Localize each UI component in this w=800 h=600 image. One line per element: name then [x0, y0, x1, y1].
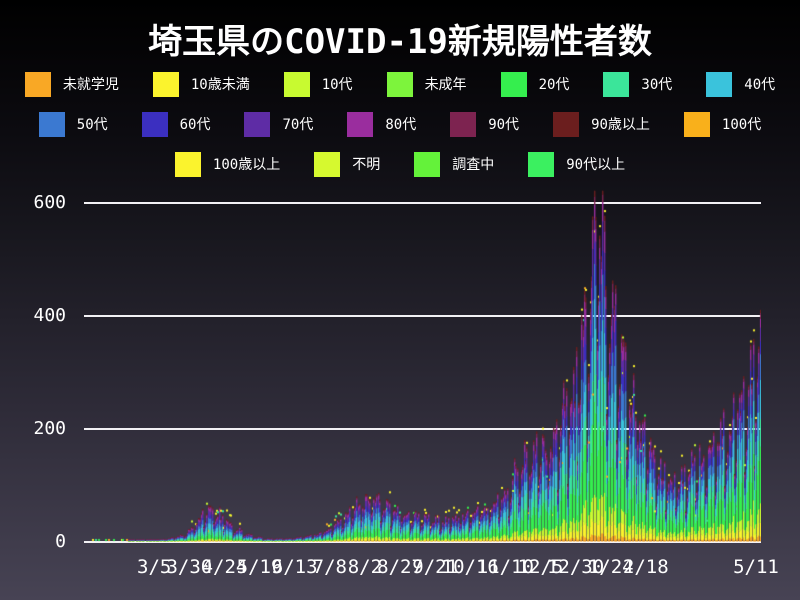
legend-item: 不明 [314, 151, 381, 177]
x-tick-label: 9/21 [412, 556, 459, 578]
x-tick-label: 4/24 [201, 556, 248, 578]
legend-swatch-icon [244, 111, 271, 137]
legend-swatch-icon [283, 71, 310, 97]
legend-label: 90歳以上 [591, 117, 650, 133]
legend-label: 30代 [641, 77, 673, 93]
legend-item: 80代 [347, 111, 417, 137]
legend-item: 10歳未満 [152, 71, 250, 97]
legend-swatch-icon [152, 71, 179, 97]
legend: 未就学児 10歳未満 10代 未成年 20代 30代 40代 50代 60代 70代 80代 90代 9… [0, 64, 800, 184]
legend-label: 80代 [385, 117, 417, 133]
legend-item: 90歳以上 [553, 111, 650, 137]
legend-item: 100代 [683, 111, 762, 137]
legend-swatch-icon [386, 71, 413, 97]
x-tick-label: 5/11 [733, 556, 779, 578]
legend-label: 20代 [538, 77, 570, 93]
gridline-0 [84, 541, 761, 543]
x-tick-label: 11/10 [476, 556, 534, 578]
x-tick-label: 7/8 [312, 556, 347, 578]
chart-title: 埼玉県のCOVID-19新規陽性者数 [148, 22, 652, 62]
legend-label: 10代 [321, 77, 353, 93]
legend-item: 60代 [141, 111, 211, 137]
legend-swatch-icon [38, 111, 65, 137]
legend-label: 40代 [744, 77, 776, 93]
legend-swatch-icon [414, 151, 441, 177]
legend-swatch-icon [314, 151, 341, 177]
legend-swatch-icon [500, 71, 527, 97]
x-tick-label: 3/5 [137, 556, 172, 578]
legend-item: 未成年 [386, 71, 467, 97]
legend-label: 50代 [76, 117, 108, 133]
legend-swatch-icon [683, 111, 710, 137]
legend-label: 60代 [179, 117, 211, 133]
x-tick-label: 2/18 [622, 556, 669, 578]
y-tick-label: 0 [55, 531, 66, 552]
legend-item: 10代 [283, 71, 353, 97]
legend-swatch-icon [347, 111, 374, 137]
legend-item: 未就学児 [24, 71, 119, 97]
legend-swatch-icon [553, 111, 580, 137]
legend-label: 90代 [488, 117, 520, 133]
x-tick-label: 5/19 [236, 556, 283, 578]
x-tick-label: 3/30 [166, 556, 213, 578]
legend-item: 調査中 [414, 151, 495, 177]
x-tick-label: 1/24 [587, 556, 634, 578]
legend-swatch-icon [603, 71, 630, 97]
x-tick-label: 8/2 [347, 556, 383, 578]
legend-label: 不明 [352, 157, 381, 173]
legend-item: 100歳以上 [174, 151, 281, 177]
y-tick-label: 600 [33, 192, 66, 213]
legend-item: 20代 [500, 71, 570, 97]
legend-row-3: 100歳以上 不明 調査中 90代以上 [0, 144, 800, 184]
legend-item: 90代 [450, 111, 520, 137]
legend-item: 50代 [38, 111, 108, 137]
stacked-bars-canvas [84, 184, 761, 542]
legend-row-1: 未就学児 10歳未満 10代 未成年 20代 30代 40代 [0, 64, 800, 104]
legend-label: 90代以上 [566, 157, 626, 173]
y-tick-label: 200 [33, 418, 66, 439]
legend-swatch-icon [528, 151, 555, 177]
x-tick-label: 6/13 [271, 556, 318, 578]
x-tick-label: 10/16 [441, 556, 499, 578]
legend-item: 40代 [706, 71, 776, 97]
legend-label: 調査中 [452, 157, 495, 173]
legend-swatch-icon [174, 151, 201, 177]
legend-label: 未就学児 [62, 77, 119, 93]
legend-label: 未成年 [424, 77, 467, 93]
legend-swatch-icon [706, 71, 733, 97]
legend-label: 70代 [282, 117, 314, 133]
legend-swatch-icon [141, 111, 168, 137]
x-tick-label: 12/5 [517, 556, 564, 578]
legend-swatch-icon [24, 71, 51, 97]
x-tick-label: 12/30 [546, 556, 605, 578]
x-tick-label: 8/27 [377, 556, 423, 578]
legend-swatch-icon [450, 111, 477, 137]
legend-item: 90代以上 [528, 151, 626, 177]
legend-label: 100代 [721, 117, 762, 133]
legend-item: 30代 [603, 71, 673, 97]
legend-label: 10歳未満 [190, 77, 250, 93]
legend-row-2: 50代 60代 70代 80代 90代 90歳以上 100代 [0, 104, 800, 144]
legend-item: 70代 [244, 111, 314, 137]
legend-label: 100歳以上 [212, 157, 281, 173]
y-tick-label: 400 [33, 305, 66, 326]
